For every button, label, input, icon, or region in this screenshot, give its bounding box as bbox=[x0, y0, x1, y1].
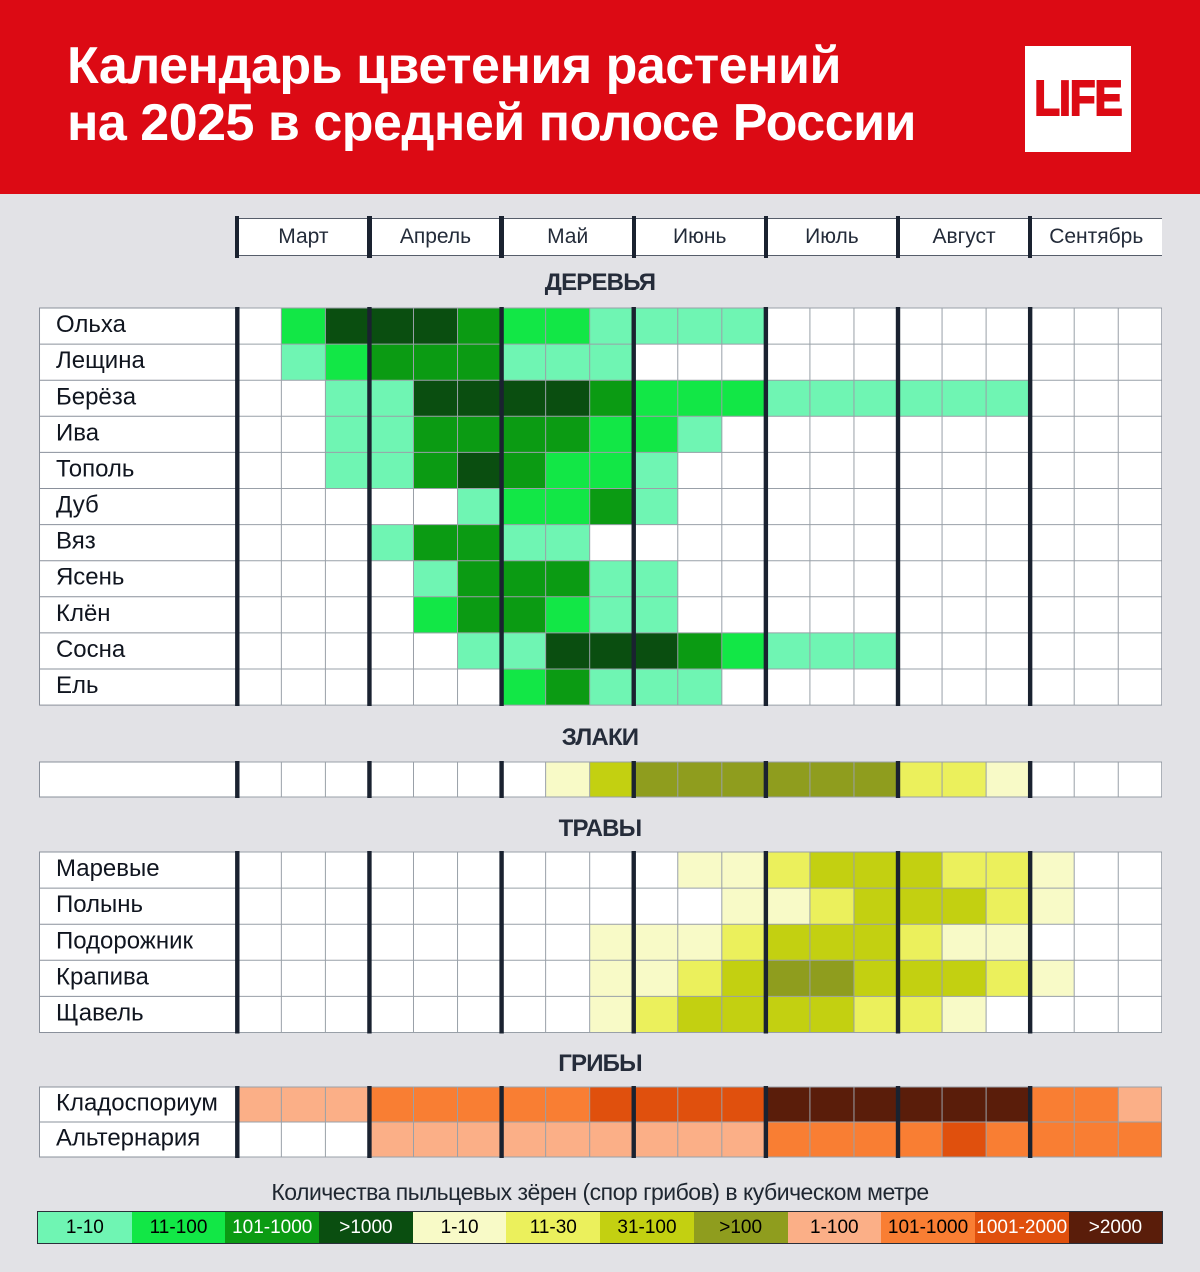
svg-text:Маревые: Маревые bbox=[56, 855, 160, 882]
svg-text:Дуб: Дуб bbox=[56, 491, 99, 518]
svg-text:Ясень: Ясень bbox=[56, 563, 124, 590]
svg-text:Альтернария: Альтернария bbox=[56, 1125, 200, 1152]
svg-text:Ольха: Ольха bbox=[56, 311, 127, 338]
svg-text:Тополь: Тополь bbox=[56, 455, 134, 482]
svg-text:Клён: Клён bbox=[56, 599, 111, 626]
svg-text:Ива: Ива bbox=[56, 419, 100, 446]
svg-text:Берёза: Берёза bbox=[56, 383, 137, 410]
svg-text:Вяз: Вяз bbox=[56, 527, 96, 554]
svg-text:Подорожник: Подорожник bbox=[56, 928, 193, 955]
svg-text:Щавель: Щавель bbox=[56, 1000, 144, 1027]
svg-text:Крапива: Крапива bbox=[56, 964, 150, 991]
svg-text:Сосна: Сосна bbox=[56, 635, 126, 662]
svg-text:Ель: Ель bbox=[56, 672, 99, 699]
svg-text:Кладоспориум: Кладоспориум bbox=[56, 1090, 218, 1117]
svg-text:Полынь: Полынь bbox=[56, 891, 143, 918]
svg-text:Лещина: Лещина bbox=[56, 347, 145, 374]
